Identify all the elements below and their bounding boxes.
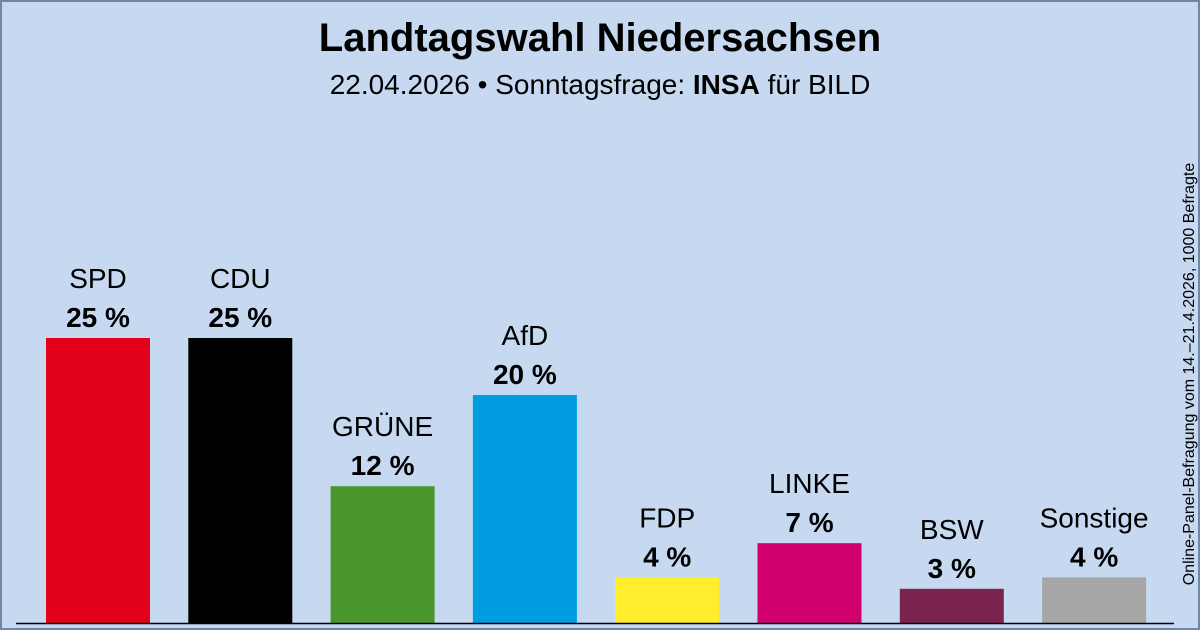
value-label-cdu: 25 % [208,302,272,333]
bar-bsw [899,588,1004,623]
poll-institute: INSA [692,69,760,100]
bar-label-cdu: CDU [210,263,271,294]
poll-type: Sonntagsfrage: [495,69,686,100]
bar-label-grüne: GRÜNE [332,411,433,442]
bar-label-afd: AfD [502,320,549,351]
value-label-fdp: 4 % [643,541,691,572]
bar-label-fdp: FDP [639,502,695,533]
bar-linke [757,543,862,623]
chart-title: Landtagswahl Niedersachsen [318,16,882,60]
bar-sonstige [1042,577,1147,623]
chart-subtitle: 22.04.2026 • Sonntagsfrage: INSA für BIL… [2,68,1198,102]
bar-fdp [615,577,720,623]
value-label-linke: 7 % [785,507,833,538]
poll-date: 22.04.2026 [329,69,470,100]
value-label-bsw: 3 % [928,553,976,584]
poll-client: für BILD [767,69,871,100]
bar-label-spd: SPD [69,263,127,294]
value-label-grüne: 12 % [351,450,415,481]
bar-afd [472,395,577,623]
bar-label-sonstige: Sonstige [1040,502,1149,533]
value-label-spd: 25 % [66,302,130,333]
value-label-afd: 20 % [493,359,557,390]
bar-spd [46,338,150,623]
bar-cdu [188,338,293,623]
bar-label-bsw: BSW [920,514,984,545]
bar-label-linke: LINKE [769,468,850,499]
bar-grüne [330,486,435,623]
subtitle-separator: • [477,69,488,100]
value-label-sonstige: 4 % [1070,541,1118,572]
